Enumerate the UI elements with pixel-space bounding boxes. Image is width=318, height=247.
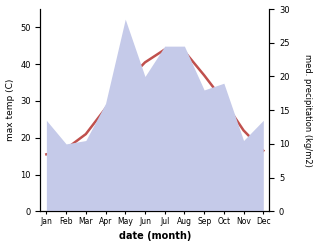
X-axis label: date (month): date (month)	[119, 231, 191, 242]
Y-axis label: max temp (C): max temp (C)	[5, 79, 15, 141]
Y-axis label: med. precipitation (kg/m2): med. precipitation (kg/m2)	[303, 54, 313, 167]
